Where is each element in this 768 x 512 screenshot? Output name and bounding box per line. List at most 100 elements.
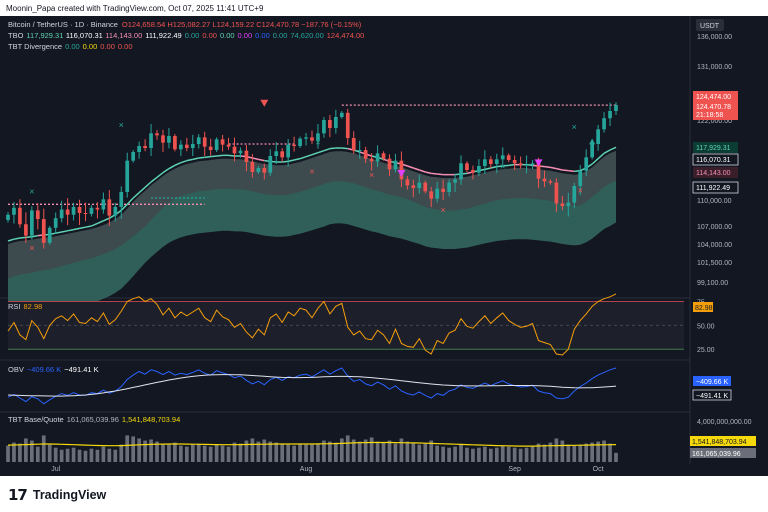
- tbo-basis-segment: [180, 159, 188, 164]
- volume-bar: [71, 447, 76, 462]
- price-tag-label: 114,143.00: [696, 170, 731, 177]
- volume-bar: [560, 440, 565, 462]
- candle-body: [214, 139, 219, 150]
- tbo-basis-segment: [103, 217, 110, 222]
- time-axis: Jul Aug Sep Oct: [51, 466, 603, 473]
- volume-bar: [518, 448, 523, 462]
- candle-body: [602, 118, 606, 130]
- volume-bar: [137, 438, 141, 462]
- rsi-last-tag-bg: [693, 302, 713, 312]
- volume-bar: [423, 443, 428, 462]
- candle-body: [274, 151, 279, 156]
- sell-x-marker: ×: [369, 170, 374, 180]
- volume-bar: [298, 443, 302, 462]
- candle-body: [280, 151, 285, 158]
- time-tick-label: Sep: [508, 466, 521, 473]
- candle-body: [596, 129, 600, 144]
- tbo-basis-segment: [305, 153, 313, 158]
- tbo-basis-segment: [550, 166, 557, 170]
- volume-bar: [250, 438, 255, 462]
- candle-body: [548, 181, 553, 183]
- candle-body: [125, 160, 130, 192]
- volume-bar: [590, 442, 595, 462]
- tbo-basis-segment: [425, 171, 432, 175]
- volume-bar: [608, 443, 612, 462]
- price-tag-label: 21:18:58: [696, 112, 723, 119]
- candle-body: [387, 158, 392, 170]
- volume-bar: [59, 449, 64, 462]
- candle-body: [65, 209, 70, 215]
- candle-body: [566, 202, 571, 207]
- volume-bar: [435, 445, 440, 462]
- time-tick-label: Oct: [593, 466, 604, 473]
- volume-bar: [387, 440, 392, 462]
- candle-body: [584, 157, 589, 171]
- legend-volume-value: 161,065,039.96: [67, 415, 119, 424]
- volume-bar: [161, 443, 165, 462]
- candle-body: [375, 153, 380, 162]
- tbo-basis-segment: [609, 146, 617, 151]
- buy-triangle-marker: [589, 138, 596, 145]
- volume-bar: [322, 440, 326, 462]
- legend: Bitcoin / TetherUS · 1D · Binance O124,65…: [8, 20, 364, 424]
- price-tick-label: 122,000.00: [697, 118, 732, 125]
- legend-obv-value: −409.66 K: [27, 365, 61, 374]
- legend-rsi-value: 82.98: [24, 302, 43, 311]
- volume-bar: [18, 443, 22, 462]
- tradingview-logo[interactable]: 17 TradingView: [8, 486, 106, 504]
- volume-bar: [29, 440, 34, 462]
- legend-rsi-row: RSI 82.98: [8, 302, 42, 311]
- volume-bar: [226, 446, 231, 462]
- candle-body: [554, 182, 559, 204]
- volume-bar: [89, 448, 94, 462]
- tbo-basis-segment: [496, 165, 503, 168]
- volume-bar: [244, 440, 249, 462]
- price-tag-bg: [692, 181, 739, 194]
- volume-bar: [310, 444, 314, 462]
- legend-obv-row: OBV −409.66 K −491.41 K: [8, 365, 99, 374]
- legend-tbo-value: 0.00: [255, 31, 270, 40]
- volume-bar: [202, 445, 207, 462]
- volume-bar: [405, 441, 410, 462]
- rsi-tick-label: 50.00: [697, 323, 715, 330]
- volume-ma-tag-bg: [690, 436, 756, 446]
- legend-tbo-value: 114,143.00: [105, 31, 142, 40]
- candle-body: [184, 144, 189, 148]
- buy-x-marker: ×: [119, 120, 124, 130]
- legend-tbo-label: TBO: [8, 31, 24, 40]
- price-tag-label: 116,070.31: [696, 157, 731, 164]
- candle-body: [417, 182, 422, 188]
- volume-bar: [12, 442, 16, 462]
- tbo-basis-segment: [603, 149, 611, 154]
- volume-bar: [214, 444, 219, 462]
- candle-body: [578, 170, 583, 186]
- tbo-basis-segment: [31, 234, 38, 238]
- candle-body: [506, 155, 511, 160]
- footer: 17 TradingView: [0, 476, 768, 512]
- tbo-basis-segment: [25, 236, 32, 239]
- quote-currency-label: USDT: [700, 23, 720, 30]
- legend-volume-ma-value: 1,541,848,703.94: [122, 415, 180, 424]
- volume-bar: [488, 448, 493, 462]
- divergence-triangle-marker: [397, 170, 406, 177]
- legend-tbo-value: 117,929.31: [26, 31, 63, 40]
- volume-bar: [357, 441, 362, 462]
- candle-body: [95, 207, 100, 210]
- obv-ma-line: [7, 374, 617, 397]
- volume-bar: [304, 444, 308, 462]
- volume-bar: [351, 439, 356, 462]
- legend-tbo-row: TBO 117,929.31 116,070.31 114,143.00 111,922…: [8, 31, 364, 40]
- candle-body: [208, 146, 213, 150]
- candle-body: [119, 192, 124, 207]
- tbo-basis-segment: [341, 147, 348, 150]
- tbo-basis-segment: [419, 169, 426, 173]
- volume-bar: [465, 447, 469, 462]
- volume-bar: [184, 446, 189, 462]
- volume-bar: [447, 447, 451, 462]
- legend-symbol: Bitcoin / TetherUS · 1D · Binance: [8, 20, 118, 29]
- volume-bar: [256, 441, 261, 462]
- candles: [6, 102, 618, 249]
- candle-body: [453, 179, 457, 183]
